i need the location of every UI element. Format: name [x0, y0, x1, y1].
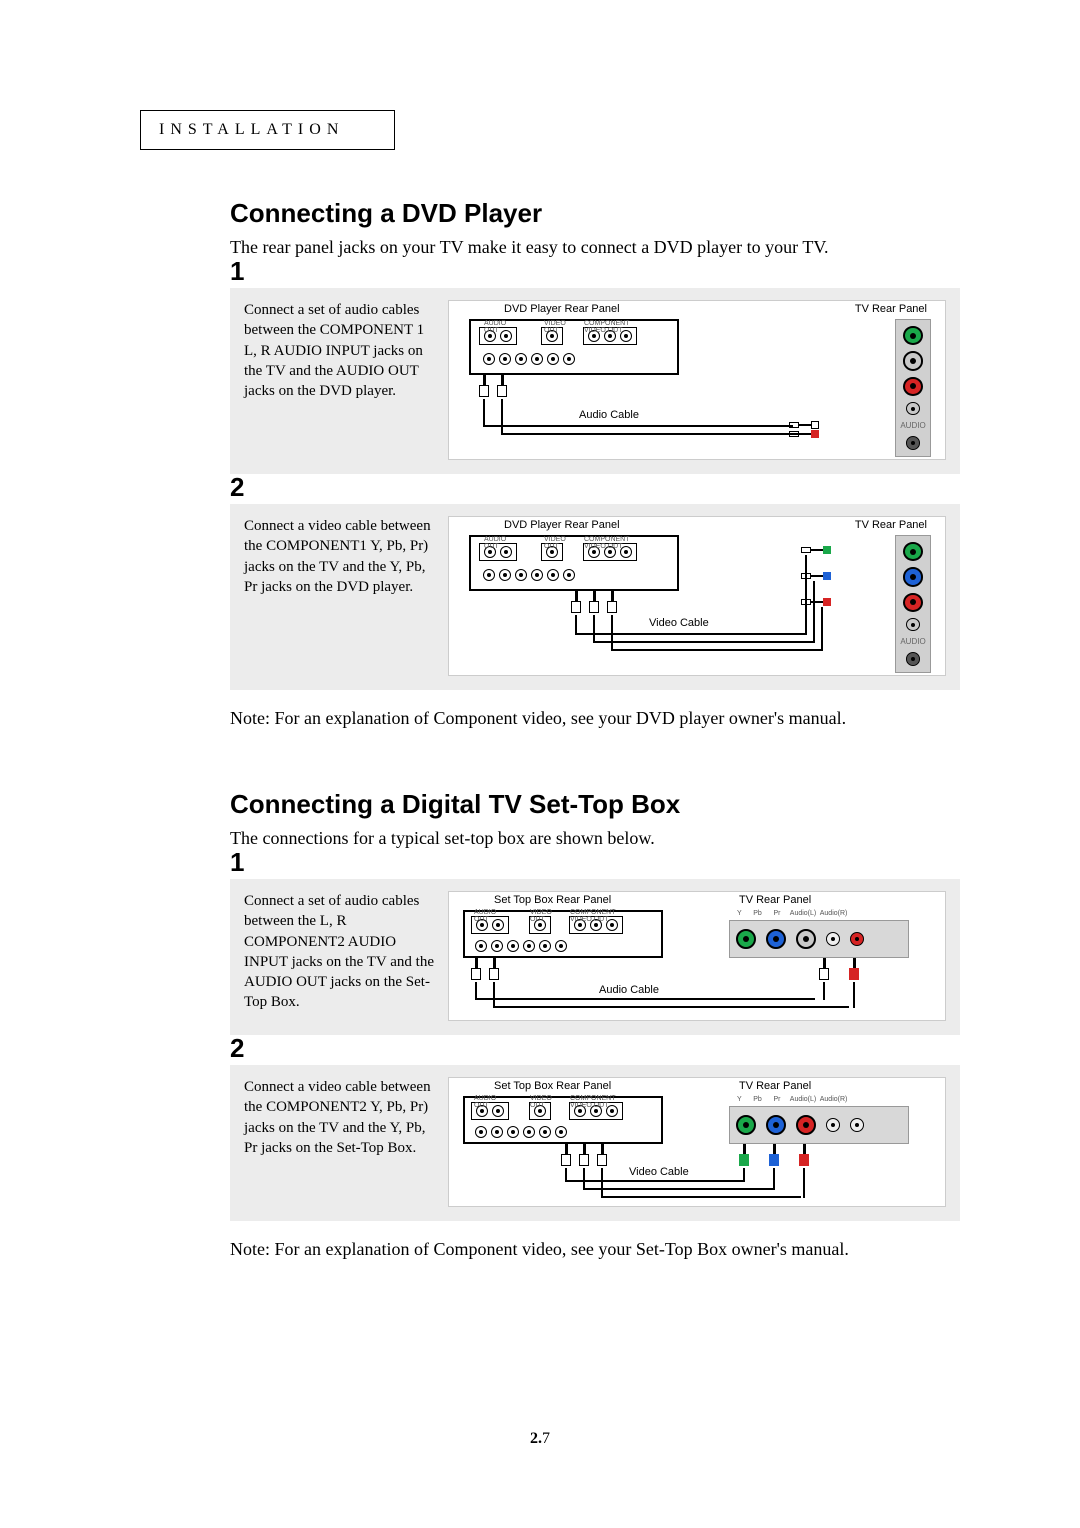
label-dvd-rear: DVD Player Rear Panel — [504, 303, 620, 315]
plug-icon — [579, 1144, 589, 1168]
plug-icon — [769, 1144, 779, 1168]
step-number: 2 — [230, 1033, 244, 1064]
label-stb-rear: Set Top Box Rear Panel — [494, 1080, 611, 1092]
label-stb-rear: Set Top Box Rear Panel — [494, 894, 611, 906]
step-text: Connect a video cable between the COMPON… — [244, 516, 434, 676]
label-tv-rear: TV Rear Panel — [739, 1080, 811, 1092]
intro-stb: The connections for a typical set-top bo… — [230, 828, 960, 849]
plug-icon — [571, 591, 581, 615]
heading-dvd: Connecting a DVD Player — [230, 198, 960, 229]
plug-icon — [589, 591, 599, 615]
plug-icon — [561, 1144, 571, 1168]
label-tv-rear: TV Rear Panel — [855, 519, 927, 531]
plug-icon — [849, 958, 859, 982]
cable-label: Audio Cable — [599, 984, 659, 996]
page-num-chapter: 2. — [530, 1430, 542, 1447]
tv-panel-icon — [729, 1106, 909, 1144]
page-number: 2.7 — [0, 1430, 1080, 1448]
cable-label: Video Cable — [649, 617, 709, 629]
manual-page: INSTALLATION Connecting a DVD Player The… — [0, 0, 1080, 1260]
tv-panel-icon — [729, 920, 909, 958]
note-stb: Note: For an explanation of Component vi… — [230, 1239, 960, 1260]
audio-label: AUDIO — [900, 637, 925, 646]
stb-step-2: 2 Connect a video cable between the COMP… — [140, 1065, 960, 1221]
plug-icon — [597, 1144, 607, 1168]
step-block: Connect a video cable between the COMPON… — [230, 1065, 960, 1221]
step-block: Connect a video cable between the COMPON… — [230, 504, 960, 690]
page-num-page: 7 — [542, 1430, 550, 1447]
tv-panel-icon: AUDIO — [895, 535, 931, 673]
dvd-step-1: 1 Connect a set of audio cables between … — [140, 288, 960, 474]
stb-step-1: 1 Connect a set of audio cables between … — [140, 879, 960, 1035]
note-dvd: Note: For an explanation of Component vi… — [230, 708, 960, 729]
plug-icon — [607, 591, 617, 615]
dvd-panel-icon: AUDIO OUT VIDEO OUT COMPONENT VIDEO OUT — [469, 535, 679, 591]
port-labels: Y Pb Pr Audio(L) Audio(R) — [737, 910, 847, 917]
plug-icon — [489, 958, 499, 982]
plug-icon — [799, 1144, 809, 1168]
connector-icon — [789, 429, 819, 439]
diagram-dvd-audio: DVD Player Rear Panel TV Rear Panel AUDI… — [448, 300, 946, 460]
connector-icon — [801, 545, 831, 555]
plug-icon — [739, 1144, 749, 1168]
label-tv-rear: TV Rear Panel — [739, 894, 811, 906]
step-block: Connect a set of audio cables between th… — [230, 879, 960, 1035]
dvd-step-2: 2 Connect a video cable between the COMP… — [140, 504, 960, 690]
heading-stb: Connecting a Digital TV Set-Top Box — [230, 789, 960, 820]
step-text: Connect a video cable between the COMPON… — [244, 1077, 434, 1207]
step-number: 1 — [230, 256, 244, 287]
plug-icon — [471, 958, 481, 982]
step-number: 1 — [230, 847, 244, 878]
audio-label: AUDIO — [900, 421, 925, 430]
step-number: 2 — [230, 472, 244, 503]
port-labels: Y Pb Pr Audio(L) Audio(R) — [737, 1096, 847, 1103]
plug-icon — [819, 958, 829, 982]
cable-label: Audio Cable — [579, 409, 639, 421]
diagram-dvd-video: DVD Player Rear Panel TV Rear Panel AUDI… — [448, 516, 946, 676]
plug-icon — [479, 375, 489, 399]
step-text: Connect a set of audio cables between th… — [244, 891, 434, 1021]
dvd-panel-icon: AUDIO OUT VIDEO OUT COMPONENT VIDEO OUT — [469, 319, 679, 375]
section-tab: INSTALLATION — [140, 110, 395, 150]
step-text: Connect a set of audio cables between th… — [244, 300, 434, 460]
step-block: Connect a set of audio cables between th… — [230, 288, 960, 474]
cable-label: Video Cable — [629, 1166, 689, 1178]
stb-panel-icon: AUDIO OUT VIDEO OUT COMPONENT VIDEO OUT — [463, 1096, 663, 1144]
plug-icon — [497, 375, 507, 399]
diagram-stb-audio: Set Top Box Rear Panel TV Rear Panel AUD… — [448, 891, 946, 1021]
tv-panel-icon: AUDIO — [895, 319, 931, 457]
intro-dvd: The rear panel jacks on your TV make it … — [230, 237, 960, 258]
diagram-stb-video: Set Top Box Rear Panel TV Rear Panel AUD… — [448, 1077, 946, 1207]
label-tv-rear: TV Rear Panel — [855, 303, 927, 315]
stb-panel-icon: AUDIO OUT VIDEO OUT COMPONENT VIDEO OUT — [463, 910, 663, 958]
label-dvd-rear: DVD Player Rear Panel — [504, 519, 620, 531]
